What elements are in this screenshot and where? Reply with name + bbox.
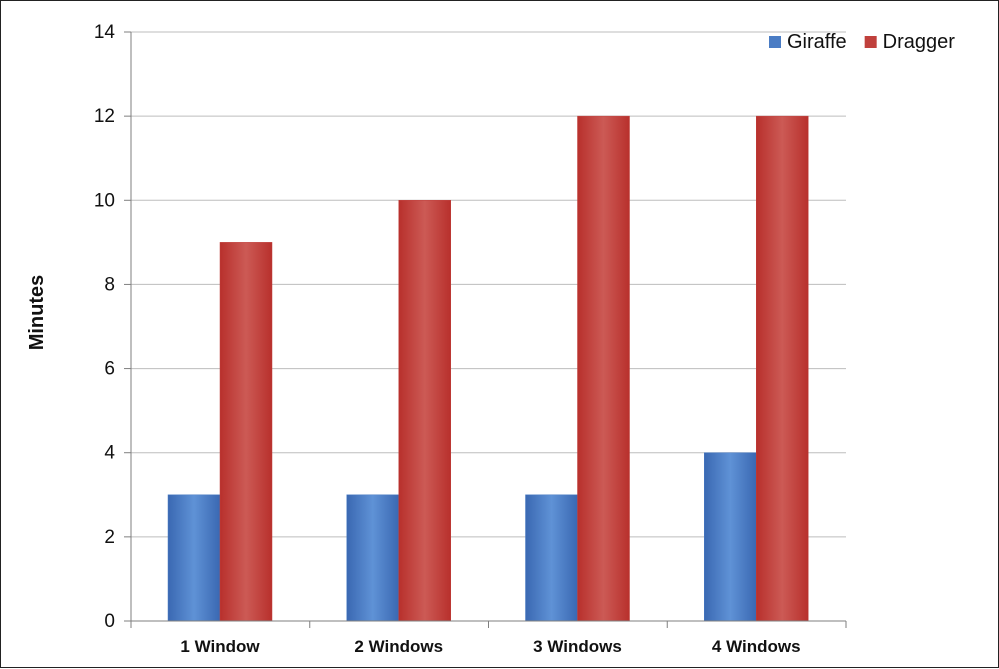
bar-dragger-2 <box>398 200 451 622</box>
legend: Giraffe Dragger <box>769 31 955 53</box>
y-axis-title: Minutes <box>26 275 48 351</box>
x-category-label: 2 Windows <box>354 637 443 656</box>
axes <box>124 31 847 628</box>
bars <box>167 115 809 622</box>
y-tick-label: 14 <box>94 22 116 43</box>
y-tick-label: 10 <box>94 190 115 211</box>
legend-swatch-giraffe <box>769 36 781 48</box>
bar-dragger-4 <box>756 115 809 622</box>
y-tick-label: 8 <box>104 274 115 295</box>
y-tick-label: 0 <box>104 611 115 632</box>
x-category-label: 4 Windows <box>712 637 801 656</box>
bar-giraffe-2 <box>346 494 399 622</box>
bar-giraffe-1 <box>167 494 221 622</box>
bar-dragger-3 <box>577 115 630 622</box>
legend-label-dragger: Dragger <box>883 31 956 53</box>
y-tick-label: 4 <box>104 443 115 464</box>
legend-label-giraffe: Giraffe <box>787 31 847 53</box>
bar-dragger-1 <box>219 242 273 622</box>
bar-giraffe-3 <box>525 494 578 622</box>
x-category-label: 1 Window <box>180 637 260 656</box>
labels: 0 2 4 6 8 10 12 14 1 Window 2 Windows 3 Windows 4 W… <box>26 22 801 656</box>
legend-swatch-dragger <box>864 36 877 48</box>
y-tick-label: 6 <box>104 359 115 380</box>
y-tick-label: 12 <box>94 106 115 127</box>
bar-giraffe-4 <box>704 452 757 622</box>
y-tick-label: 2 <box>104 527 115 548</box>
x-category-label: 3 Windows <box>533 637 622 656</box>
